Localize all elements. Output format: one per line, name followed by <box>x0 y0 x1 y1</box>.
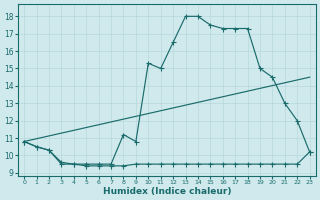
X-axis label: Humidex (Indice chaleur): Humidex (Indice chaleur) <box>103 187 231 196</box>
